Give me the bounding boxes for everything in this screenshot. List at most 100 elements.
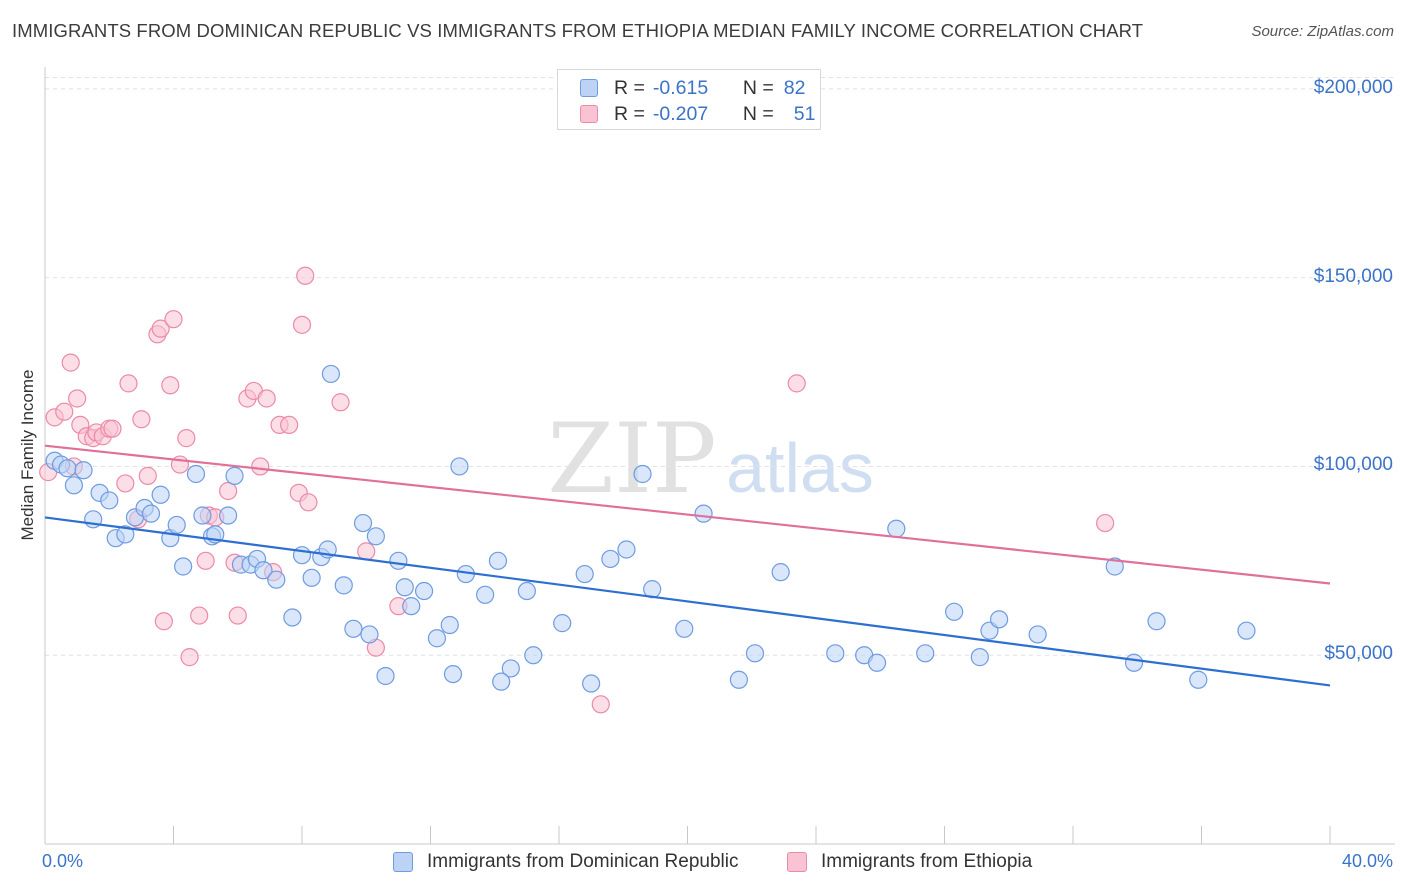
x-tick-label-max: 40.0%: [1341, 851, 1393, 871]
data-point-dominican: [302, 568, 321, 587]
watermark: ZIP atlas: [547, 403, 874, 515]
legend-r-value: -0.615: [652, 76, 709, 99]
data-point-dominican: [64, 476, 84, 495]
data-point-dominican: [990, 610, 1009, 629]
chart-title: IMMIGRANTS FROM DOMINICAN REPUBLIC VS IM…: [12, 20, 1144, 41]
data-point-ethiopia: [119, 374, 138, 393]
legend-swatch-dominican: [393, 852, 413, 872]
data-point-ethiopia: [257, 389, 276, 408]
data-point-ethiopia: [292, 315, 312, 334]
data-point-dominican: [501, 659, 520, 678]
data-point-dominican: [729, 670, 749, 689]
data-point-dominican: [116, 525, 135, 544]
data-point-ethiopia: [190, 606, 209, 625]
data-point-dominican: [283, 608, 302, 627]
data-point-dominican: [151, 485, 170, 504]
data-point-ethiopia: [164, 310, 183, 329]
data-point-dominican: [575, 564, 594, 584]
data-point-dominican: [219, 506, 238, 525]
legend-n-value: 82: [783, 76, 806, 99]
data-point-ethiopia: [591, 695, 610, 714]
data-point-dominican: [617, 540, 636, 559]
data-point-ethiopia: [116, 474, 135, 493]
data-point-dominican: [366, 527, 385, 546]
data-point-ethiopia: [357, 542, 376, 561]
data-point-dominican: [492, 672, 511, 691]
legend-item-dominican: Immigrants from Dominican Republic: [393, 851, 739, 873]
data-point-dominican: [427, 629, 447, 648]
data-point-ethiopia: [151, 319, 170, 338]
watermark-atlas: atlas: [726, 429, 874, 507]
data-point-dominican: [771, 563, 790, 582]
axes: [44, 67, 1395, 845]
data-point-dominican: [450, 457, 469, 476]
data-point-dominican: [440, 615, 459, 635]
data-point-dominican: [376, 666, 395, 686]
data-point-ethiopia: [787, 374, 806, 393]
data-point-dominican: [193, 506, 212, 525]
legend-row-dominican: R = -0.615 N = 82: [580, 75, 805, 101]
data-point-dominican: [225, 466, 244, 485]
data-point-dominican: [488, 551, 508, 570]
legend-row-ethiopia: R = -0.207 N = 51: [580, 101, 815, 127]
data-point-ethiopia: [196, 551, 215, 570]
data-point-dominican: [675, 619, 694, 638]
data-point-dominican: [517, 581, 536, 601]
series-dominican-points: [45, 364, 1256, 693]
data-point-dominican: [601, 549, 620, 569]
data-point-dominican: [167, 515, 186, 535]
data-point-ethiopia: [61, 353, 80, 372]
y-tick-label: $50,000: [1324, 643, 1393, 665]
x-tick-label-min: 0.0%: [42, 851, 84, 871]
data-point-dominican: [745, 644, 765, 663]
y-tick-label: $100,000: [1313, 454, 1393, 476]
data-point-ethiopia: [103, 419, 122, 438]
data-point-dominican: [916, 644, 935, 663]
data-point-dominican: [321, 364, 341, 384]
data-point-dominican: [100, 491, 119, 510]
data-point-ethiopia: [1096, 513, 1115, 533]
data-point-dominican: [1189, 670, 1208, 689]
data-point-ethiopia: [296, 266, 315, 285]
data-point-dominican: [186, 464, 206, 484]
data-point-dominican: [344, 619, 363, 638]
legend-n-label: N =: [742, 76, 774, 99]
legend-item-ethiopia: Immigrants from Ethiopia: [787, 851, 1032, 873]
legend-r-label: R =: [614, 102, 645, 125]
legend-r-value: -0.207: [652, 102, 709, 125]
correlation-legend: R = -0.615 N = 82 R = -0.207 N = 51: [557, 69, 821, 130]
data-point-dominican: [267, 570, 286, 589]
data-point-dominican: [58, 459, 77, 478]
data-point-dominican: [1237, 621, 1256, 640]
data-point-ethiopia: [280, 415, 299, 435]
data-point-dominican: [945, 602, 964, 621]
data-point-dominican: [553, 614, 572, 633]
data-point-dominican: [402, 597, 421, 616]
data-point-ethiopia: [251, 457, 270, 476]
data-point-dominican: [141, 504, 161, 523]
data-point-dominican: [1124, 653, 1144, 672]
data-point-dominican: [1147, 612, 1166, 631]
legend-swatch-ethiopia: [787, 852, 807, 872]
data-point-dominican: [1105, 557, 1124, 576]
y-tick-label: $200,000: [1313, 76, 1393, 98]
legend-label-ethiopia: Immigrants from Ethiopia: [821, 851, 1033, 872]
data-point-ethiopia: [180, 648, 199, 667]
watermark-zip: ZIP: [547, 403, 716, 515]
data-point-dominican: [254, 561, 273, 580]
y-tick-label: $150,000: [1313, 265, 1393, 287]
legend-n-value: 51: [793, 102, 816, 125]
data-point-dominican: [443, 664, 463, 684]
data-point-dominican: [582, 674, 601, 693]
data-point-dominican: [826, 644, 845, 663]
legend-swatch-dominican: [580, 79, 598, 97]
data-point-dominican: [334, 576, 353, 595]
legend-n-label: N =: [742, 102, 774, 125]
trend-line-ethiopia: [44, 444, 1331, 585]
data-point-dominican: [694, 504, 713, 523]
data-point-dominican: [395, 578, 414, 597]
data-point-dominican: [476, 585, 495, 604]
data-point-dominican: [360, 625, 379, 644]
data-point-ethiopia: [138, 466, 157, 485]
